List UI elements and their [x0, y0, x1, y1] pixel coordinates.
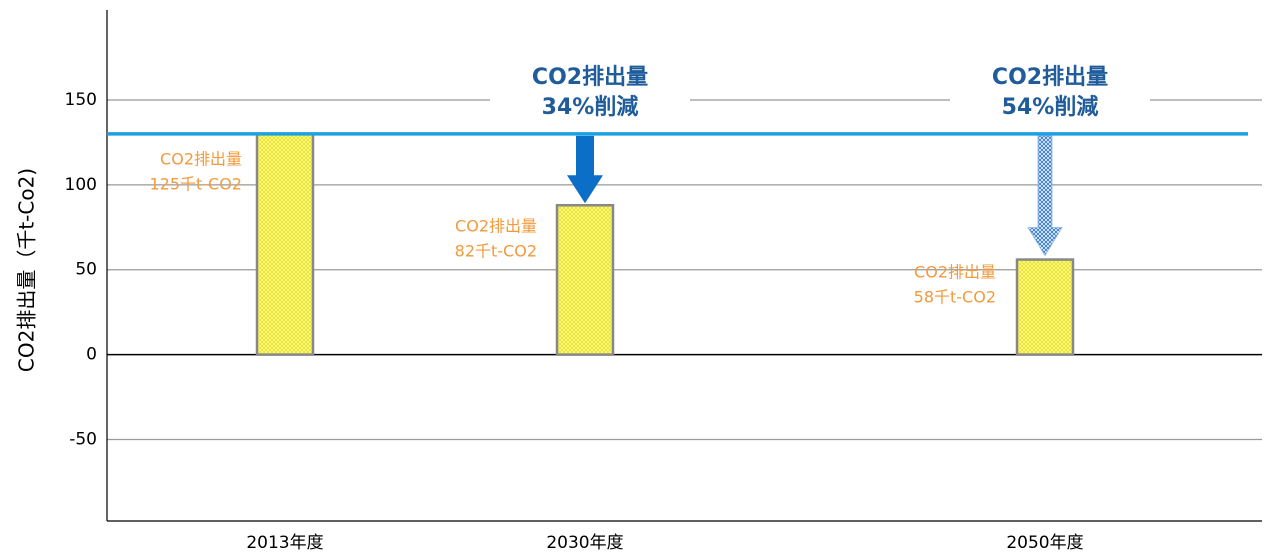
bar-annotation: 58千t-CO2 [914, 288, 996, 307]
callout-text: 54%削減 [1002, 95, 1099, 120]
y-tick-label: 100 [65, 175, 97, 195]
y-tick-label: -50 [69, 430, 97, 450]
bar [1015, 258, 1075, 356]
callout-text: 34%削減 [542, 95, 639, 120]
callout-bg [950, 62, 1150, 124]
x-tick-label: 2013年度 [246, 533, 323, 553]
bar [555, 203, 615, 356]
x-tick-label: 2030年度 [546, 533, 623, 553]
callout-text: CO2排出量 [532, 65, 648, 90]
bar-annotation: 125千t-CO2 [149, 175, 242, 194]
y-tick-label: 50 [75, 260, 97, 280]
y-tick-label: 0 [86, 345, 97, 365]
arrow [567, 135, 603, 204]
y-tick-label: 150 [65, 90, 97, 110]
bar-annotation: CO2排出量 [455, 217, 537, 236]
callout-bg [490, 62, 690, 124]
bar-annotation: 82千t-CO2 [455, 242, 537, 261]
y-axis-label: CO2排出量（千t-Co2) [15, 168, 39, 372]
x-tick-label: 2050年度 [1006, 533, 1083, 553]
arrow-hatched [1027, 135, 1063, 257]
bar-annotation: CO2排出量 [914, 263, 996, 282]
bar-annotation: CO2排出量 [160, 150, 242, 169]
callout-text: CO2排出量 [992, 65, 1108, 90]
bar [255, 132, 315, 356]
